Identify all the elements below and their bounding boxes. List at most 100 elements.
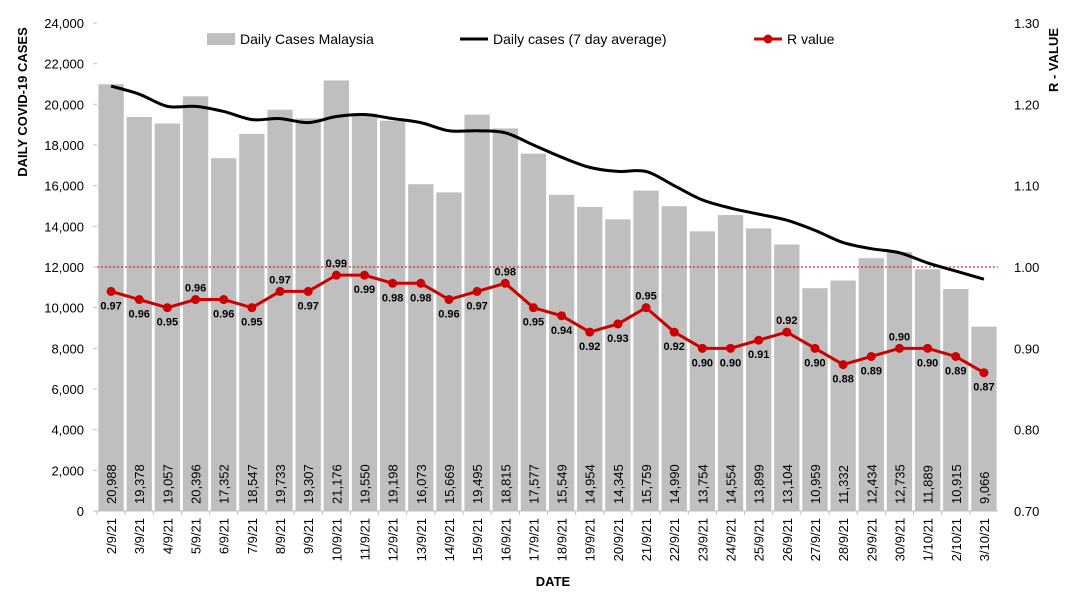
bars-layer xyxy=(98,80,997,512)
r-value-label: 0.90 xyxy=(692,357,713,369)
x-tick-label: 8/9/21 xyxy=(273,518,288,554)
x-tick-label: 24/9/21 xyxy=(724,518,739,561)
y-axis-title: DAILY COVID-19 CASES xyxy=(15,27,30,177)
x-tick-label: 11/9/21 xyxy=(357,518,372,560)
x-tick-label: 16/9/21 xyxy=(498,518,513,561)
x-tick-label: 13/9/21 xyxy=(414,518,429,561)
y-tick-label: 14,000 xyxy=(44,219,84,234)
labels-layer: 20,988 19,378 19,057 20,396 17,352 18,547 19,7… xyxy=(100,258,994,504)
r-value-point xyxy=(303,286,313,296)
bar xyxy=(379,120,406,512)
r-value-point xyxy=(894,343,904,353)
r-value-point xyxy=(472,286,482,296)
x-tick-label: 23/9/21 xyxy=(695,518,710,561)
r-value-label: 0.92 xyxy=(776,315,797,327)
bar xyxy=(267,109,293,512)
y-tick-label: 4,000 xyxy=(51,423,84,438)
x-tick-label: 9/9/21 xyxy=(301,518,316,554)
r-value-point xyxy=(782,327,792,337)
r-value-point xyxy=(613,319,623,329)
bar-value-label: 13,104 xyxy=(780,464,795,504)
x-tick-label: 26/9/21 xyxy=(780,518,795,561)
r-value-label: 0.90 xyxy=(720,357,741,369)
bar-value-label: 21,176 xyxy=(329,464,344,504)
r-value-label: 0.92 xyxy=(579,341,600,353)
bar-value-label: 16,073 xyxy=(414,464,429,504)
r-value-label: 0.99 xyxy=(326,258,347,270)
r-value-point xyxy=(106,286,116,296)
bar xyxy=(830,280,856,511)
bar-value-label: 19,198 xyxy=(386,464,401,504)
bar xyxy=(98,84,124,511)
r-value-label: 0.90 xyxy=(917,357,938,369)
r-value-point xyxy=(416,278,426,288)
y2-tick-label: 1.20 xyxy=(1014,97,1039,112)
bar xyxy=(211,158,237,511)
r-value-label: 0.95 xyxy=(157,317,178,329)
legend-marker-r-value xyxy=(763,34,773,44)
r-value-line xyxy=(110,273,985,375)
bar-value-label: 12,434 xyxy=(864,464,879,504)
y-tick-label: 10,000 xyxy=(44,301,84,316)
x-axis-title: DATE xyxy=(536,574,571,589)
r-value-label: 0.90 xyxy=(804,357,825,369)
r-value-point xyxy=(557,311,567,321)
y-tick-label: 12,000 xyxy=(44,260,84,275)
bar xyxy=(520,153,547,511)
r-value-point xyxy=(134,295,144,305)
r-value-point xyxy=(444,295,454,305)
x-tick-label: 17/9/21 xyxy=(526,518,541,561)
r-value-label: 0.95 xyxy=(241,317,262,329)
bar-value-label: 13,754 xyxy=(695,464,710,504)
r-value-label: 0.97 xyxy=(269,274,290,286)
bar-value-label: 12,735 xyxy=(892,464,907,504)
r-value-point xyxy=(191,295,201,305)
y2-tick-label: 1.30 xyxy=(1014,16,1039,31)
bar-value-label: 14,554 xyxy=(724,464,739,504)
axes-layer: 0 2,000 4,000 6,000 8,000 10,000 12,000 14,000 1… xyxy=(44,16,1039,561)
bar xyxy=(464,114,490,511)
bar xyxy=(126,116,152,512)
y-tick-label: 22,000 xyxy=(44,57,84,72)
y2-tick-label: 0.90 xyxy=(1014,341,1039,356)
r-value-label: 0.96 xyxy=(438,309,459,321)
r-value-point xyxy=(923,343,933,353)
x-tick-label: 30/9/21 xyxy=(892,518,907,561)
x-tick-label: 10/9/21 xyxy=(329,518,344,561)
bar-value-label: 19,550 xyxy=(357,464,372,504)
r-value-label: 0.90 xyxy=(889,331,910,343)
r-value-point xyxy=(247,303,257,313)
bar xyxy=(351,113,378,511)
r-value-label: 0.96 xyxy=(129,309,150,321)
r-value-label: 0.89 xyxy=(945,365,966,377)
r-value-point xyxy=(528,303,538,313)
x-tick-label: 28/9/21 xyxy=(836,518,851,561)
bar-value-label: 10,959 xyxy=(808,464,823,504)
bar xyxy=(577,206,603,511)
x-tick-label: 18/9/21 xyxy=(555,518,570,561)
bar-value-label: 13,899 xyxy=(752,464,767,504)
bar-value-label: 20,396 xyxy=(189,464,204,504)
x-tick-label: 29/9/21 xyxy=(864,518,879,561)
x-tick-label: 15/9/21 xyxy=(470,518,485,561)
r-value-point xyxy=(641,303,651,313)
legend-swatch-daily-cases xyxy=(207,33,235,45)
x-tick-label: 6/9/21 xyxy=(217,518,232,554)
r-value-point xyxy=(951,351,961,361)
x-tick-label: 25/9/21 xyxy=(752,518,767,561)
r-value-label: 0.95 xyxy=(523,317,544,329)
r-value-label: 0.99 xyxy=(354,284,375,296)
legend: Daily Cases Malaysia Daily cases (7 day … xyxy=(207,31,835,47)
y-tick-label: 24,000 xyxy=(44,16,84,31)
legend-label-r-value: R value xyxy=(787,31,835,47)
r-value-label: 0.87 xyxy=(973,382,994,394)
x-tick-label: 1/10/21 xyxy=(921,518,936,561)
y2-tick-label: 1.10 xyxy=(1014,179,1039,194)
bar xyxy=(971,326,997,511)
y-tick-label: 18,000 xyxy=(44,138,84,153)
y-tick-label: 0 xyxy=(77,504,84,519)
bar-value-label: 18,815 xyxy=(498,464,513,504)
y-tick-label: 6,000 xyxy=(51,382,84,397)
x-tick-label: 3/10/21 xyxy=(977,518,992,561)
